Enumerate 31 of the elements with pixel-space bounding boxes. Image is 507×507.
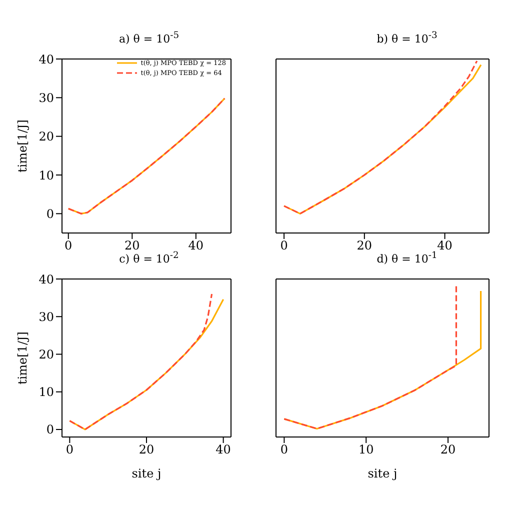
x-tick-label: 0 <box>280 442 288 457</box>
chart-title: d) θ = 10$^{-1}$ <box>376 250 438 266</box>
y-tick-label: 0 <box>46 206 54 221</box>
x-tick-label: 20 <box>138 442 154 457</box>
x-tick-label: 20 <box>440 442 456 457</box>
chart-title: a) θ = 10$^{-5}$ <box>118 30 180 48</box>
x-tick-label: 40 <box>437 238 452 253</box>
x-tick-label: 10 <box>358 442 374 457</box>
y-axis-title: time[1/J] <box>15 332 30 384</box>
y-tick-label: 20 <box>38 130 54 144</box>
x-tick-label: 20 <box>124 238 140 253</box>
x-tick-label: 40 <box>188 238 204 253</box>
x-axis-title: site j <box>132 466 162 481</box>
y-tick-label: 10 <box>38 385 54 400</box>
chart-title: c) θ = 10$^{-2}$ <box>119 250 179 266</box>
y-tick-label: 30 <box>38 90 54 105</box>
x-tick-label: 0 <box>280 238 288 253</box>
y-tick-label: 0 <box>46 422 54 437</box>
y-tick-label: 10 <box>38 168 54 182</box>
y-tick-label: 40 <box>38 52 54 66</box>
x-axis-title: site j <box>368 466 398 481</box>
x-tick-label: 0 <box>66 442 74 457</box>
y-axis-title: time[1/J] <box>15 120 30 172</box>
x-tick-label: 40 <box>216 442 231 457</box>
y-tick-label: 40 <box>38 272 54 286</box>
line-series <box>68 98 226 214</box>
chart-title: b) θ = 10$^{-3}$ <box>376 30 438 48</box>
x-tick-label: 20 <box>356 238 372 253</box>
x-tick-label: 0 <box>64 238 72 253</box>
y-tick-label: 20 <box>38 348 54 362</box>
y-tick-label: 30 <box>38 310 54 324</box>
